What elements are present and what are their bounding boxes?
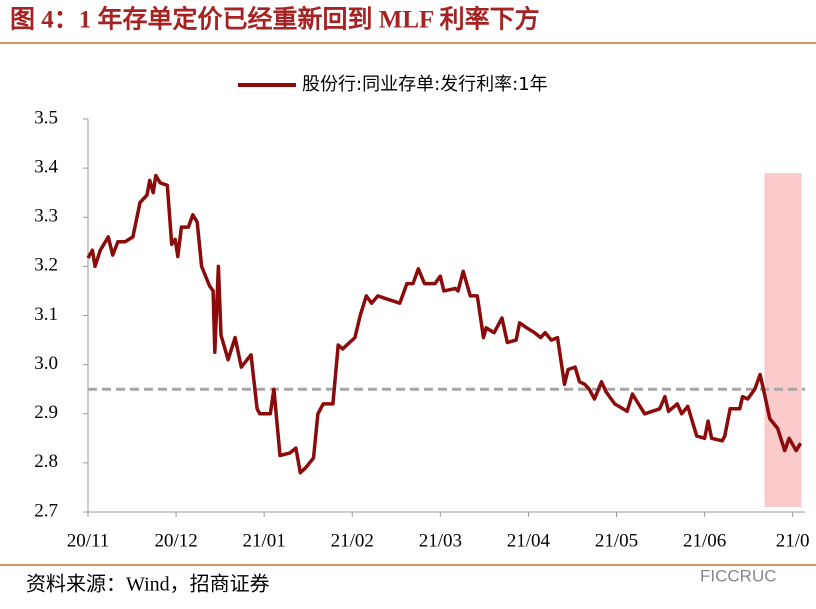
y-tick-label: 3.3 xyxy=(34,206,58,227)
x-tick-label: 21/04 xyxy=(507,530,551,551)
series-line xyxy=(86,173,803,475)
y-tick-label: 2.9 xyxy=(34,402,58,423)
y-tick-label: 2.8 xyxy=(34,451,58,472)
x-tick-label: 21/06 xyxy=(683,530,726,551)
y-tick-label: 3.1 xyxy=(34,304,58,325)
y-tick-label: 3.4 xyxy=(34,156,58,177)
y-tick-label: 2.7 xyxy=(34,500,58,521)
watermark: FICCRUC xyxy=(700,566,777,585)
x-tick-label: 21/01 xyxy=(243,530,286,551)
x-tick-label: 20/12 xyxy=(154,530,197,551)
legend-label: 股份行:同业存单:发行利率:1年 xyxy=(302,74,548,95)
y-tick-label: 3.5 xyxy=(34,107,58,128)
y-tick-label: 3.2 xyxy=(34,255,58,276)
y-tick-label: 3.0 xyxy=(34,353,58,374)
highlight-region xyxy=(764,173,802,508)
x-tick-label: 21/02 xyxy=(331,530,374,551)
x-tick-label: 21/0 xyxy=(776,530,810,551)
x-tick-label: 21/05 xyxy=(595,530,638,551)
chart-title: 图 4：1 年存单定价已经重新回到 MLF 利率下方 xyxy=(10,5,540,34)
x-tick-label: 21/03 xyxy=(419,530,462,551)
x-tick-label: 20/11 xyxy=(67,530,110,551)
source-note: 资料来源：Wind，招商证券 xyxy=(26,573,270,596)
